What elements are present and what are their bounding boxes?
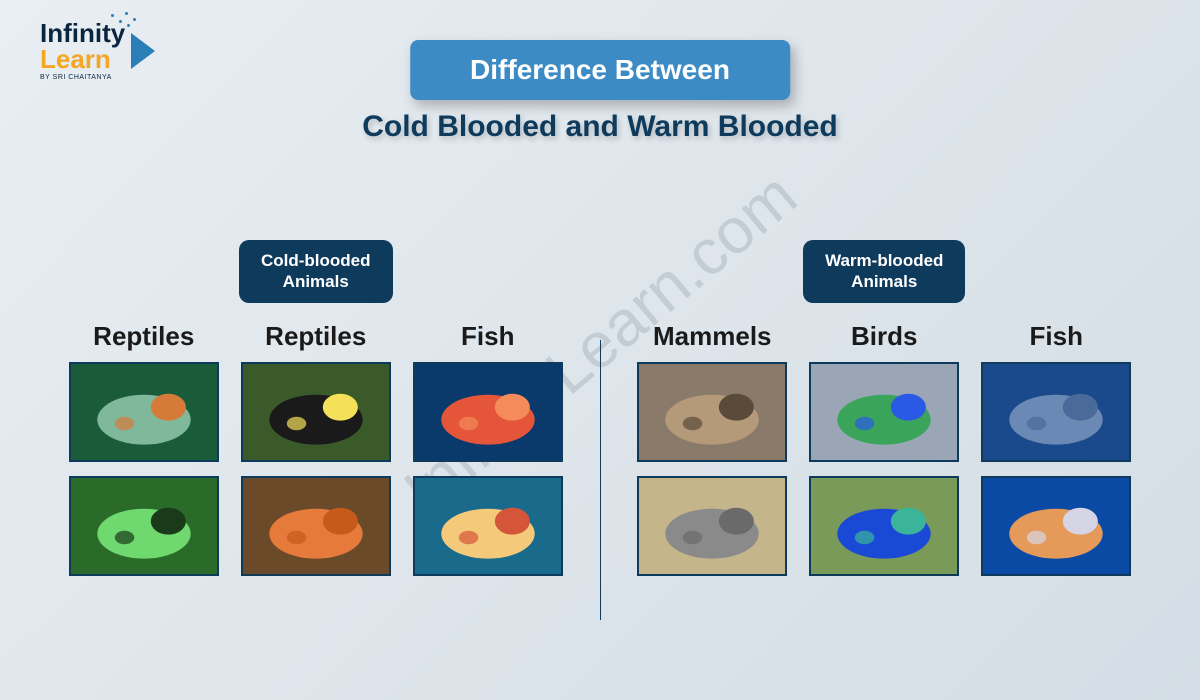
wallaby-image [637,362,787,462]
arrow-icon [131,33,155,69]
discus-fish-image [413,476,563,576]
title-bottom: Cold Blooded and Warm Blooded [362,110,838,144]
left-side: Cold-blooded Animals Reptiles Reptiles F… [40,240,592,620]
label-line2: Animals [283,272,349,291]
dots-icon [107,12,137,32]
column: Reptiles [69,321,219,590]
logo: Infinity Learn BY SRI CHAITANYA [40,20,155,81]
banded-salamander-image [241,362,391,462]
orange-newt-image [241,476,391,576]
column-title: Birds [851,321,917,352]
logo-sub: BY SRI CHAITANYA [40,74,125,81]
green-lizard-image [69,476,219,576]
column: Mammels [637,321,787,590]
column-title: Reptiles [265,321,366,352]
label-line1: Warm-blooded [825,251,943,270]
label-line2: Animals [851,272,917,291]
title-banner: Difference Between Cold Blooded and Warm… [362,40,838,144]
opah-fish-image [981,476,1131,576]
title-top: Difference Between [410,40,790,100]
left-columns: Reptiles Reptiles Fish [69,321,563,590]
logo-line2: Learn [40,46,125,72]
column: Birds [809,321,959,590]
right-side: Warm-blooded Animals Mammels Birds Fish [609,240,1161,620]
label-line1: Cold-blooded [261,251,371,270]
column-title: Mammels [653,321,772,352]
right-columns: Mammels Birds Fish [637,321,1131,590]
tanager-image [809,362,959,462]
content: Cold-blooded Animals Reptiles Reptiles F… [0,240,1200,620]
iguana-image [69,362,219,462]
elephants-image [637,476,787,576]
warm-blooded-label: Warm-blooded Animals [803,240,965,303]
goldfish-image [413,362,563,462]
column: Fish [981,321,1131,590]
peacock-image [809,476,959,576]
column-title: Reptiles [93,321,194,352]
divider [600,340,601,620]
column: Fish [413,321,563,590]
column-title: Fish [461,321,514,352]
whale-image [981,362,1131,462]
cold-blooded-label: Cold-blooded Animals [239,240,393,303]
column-title: Fish [1030,321,1083,352]
column: Reptiles [241,321,391,590]
